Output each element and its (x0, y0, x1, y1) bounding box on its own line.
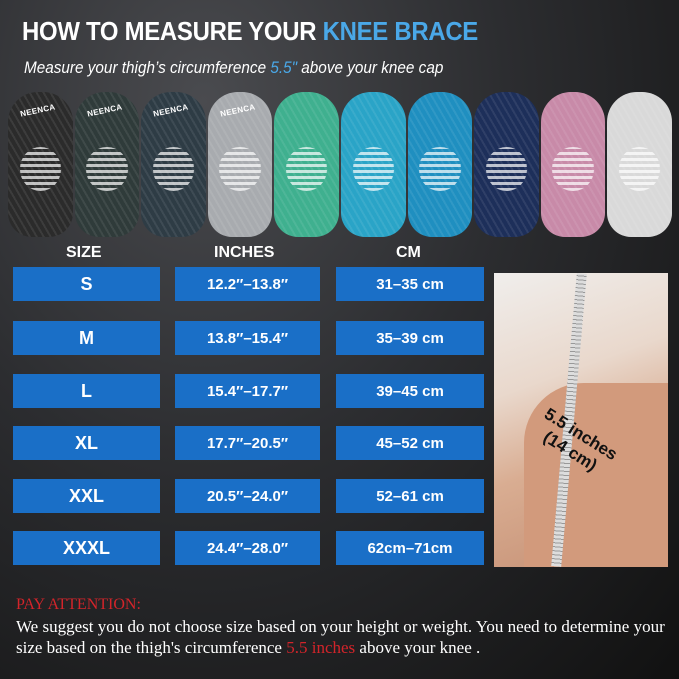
brace-color-lineup: NEENCA NEENCA NEENCA NEENCA (8, 92, 672, 237)
cm-cell: 52–61 cm (336, 479, 484, 513)
notice-heading: PAY ATTENTION: (16, 596, 141, 613)
subtitle-post: above your knee cap (297, 58, 444, 77)
header-size: SIZE (66, 244, 102, 261)
cm-cell: 31–35 cm (336, 267, 484, 301)
thigh-measure-photo: 5.5 inches (14 cm) (494, 273, 668, 567)
subtitle-pre: Measure your thigh’s circumference (24, 58, 271, 77)
inches-cell: 24.4″–28.0″ (175, 531, 320, 565)
title-main: HOW TO MEASURE YOUR (22, 16, 323, 46)
inches-cell: 17.7″–20.5″ (175, 426, 320, 460)
notice-text-red: 5.5 inches (286, 638, 356, 657)
notice-text-pre: We suggest you do not choose size based … (16, 617, 665, 657)
knee-brace (340, 92, 406, 237)
knee-brace: NEENCA (207, 92, 273, 237)
size-cell: M (13, 321, 160, 355)
inches-cell: 13.8″–15.4″ (175, 321, 320, 355)
notice-text: We suggest you do not choose size based … (16, 616, 676, 658)
inches-cell: 12.2″–13.8″ (175, 267, 320, 301)
page-title: HOW TO MEASURE YOUR KNEE BRACE (22, 16, 478, 47)
cm-cell: 35–39 cm (336, 321, 484, 355)
brace-brand-label: NEENCA (219, 102, 256, 119)
inches-cell: 15.4″–17.7″ (175, 374, 320, 408)
cm-cell: 45–52 cm (336, 426, 484, 460)
leg-illustration (524, 383, 668, 567)
subtitle: Measure your thigh’s circumference 5.5" … (24, 58, 443, 78)
knee-brace (274, 92, 339, 237)
size-cell: XXL (13, 479, 160, 513)
knee-brace: NEENCA (74, 92, 140, 237)
header-cm: CM (396, 244, 421, 261)
notice-text-post: above your knee . (355, 638, 481, 657)
knee-brace: NEENCA (8, 92, 73, 237)
brace-brand-label: NEENCA (19, 102, 57, 119)
knee-brace (540, 92, 606, 237)
header-inches: INCHES (214, 244, 275, 261)
cm-cell: 62cm–71cm (336, 531, 484, 565)
knee-brace (474, 92, 539, 237)
cm-cell: 39–45 cm (336, 374, 484, 408)
size-cell: XXXL (13, 531, 160, 565)
knee-brace (407, 92, 473, 237)
size-cell: L (13, 374, 160, 408)
brace-brand-label: NEENCA (152, 102, 190, 119)
knee-brace: NEENCA (141, 92, 206, 237)
size-cell: S (13, 267, 160, 301)
inches-cell: 20.5″–24.0″ (175, 479, 320, 513)
subtitle-accent: 5.5" (270, 58, 298, 77)
title-accent: KNEE BRACE (322, 16, 479, 46)
size-cell: XL (13, 426, 160, 460)
brace-brand-label: NEENCA (86, 102, 123, 119)
knee-brace (607, 92, 672, 237)
